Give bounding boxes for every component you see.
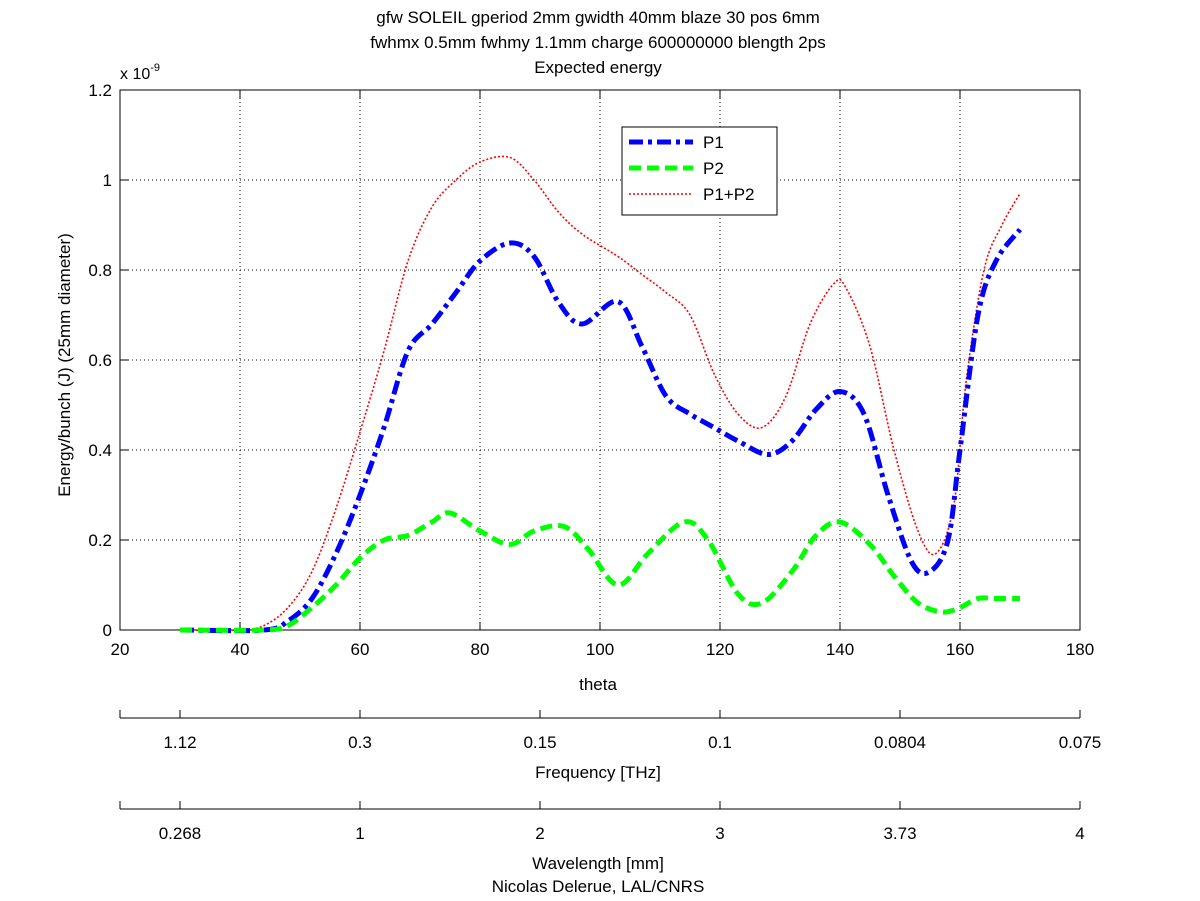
x-tick-label-2: 60 [351,640,370,659]
legend-label-p2: P2 [703,159,724,178]
y-tick-label-0: 0 [103,621,112,640]
x-tick-label-1: 40 [231,640,250,659]
legend-label-p1-p2: P1+P2 [703,185,755,204]
y-axis: 0 0.2 0.4 0.6 0.8 1 1.2 [88,81,1080,640]
series-line-p1-p2 [179,155,1021,632]
frequency-tick-label-5: 0.075 [1059,733,1102,752]
x-tick-label-6: 140 [826,640,854,659]
title-line-3: Expected energy [534,58,662,77]
title-line-2: fwhmx 0.5mm fwhmy 1.1mm charge 600000000… [370,33,825,52]
x-tick-label-0: 20 [111,640,130,659]
grid [120,90,1080,630]
y-tick-label-2: 0.4 [88,441,112,460]
y-tick-label-4: 0.8 [88,261,112,280]
frequency-tick-label-4: 0.0804 [874,733,926,752]
legend-label-p1: P1 [703,133,724,152]
y-exponent-label: x 10-9 [120,62,160,83]
wavelength-tick-label-1: 1 [355,824,364,843]
y-tick-label-3: 0.6 [88,351,112,370]
legend: P1 P2 P1+P2 [621,126,778,216]
chart-title: gfw SOLEIL gperiod 2mm gwidth 40mm blaze… [370,8,825,77]
wavelength-tick-label-5: 4 [1075,824,1084,843]
x-axis-label: theta [579,675,617,694]
credit: Nicolas Delerue, LAL/CNRS [492,877,705,896]
series-group [179,155,1022,634]
x-tick-label-5: 120 [706,640,734,659]
secondary-axes: 1.12 0.3 0.15 0.1 0.0804 0.075 Frequency [THz]… [119,710,1102,873]
series-line-p1 [179,227,1022,634]
x-axis: 20 40 60 80 100 120 140 160 180 [111,90,1094,659]
wavelength-tick-label-3: 3 [715,824,724,843]
wavelength-tick-label-2: 2 [535,824,544,843]
x-tick-label-4: 100 [586,640,614,659]
wavelength-axis-label: Wavelength [mm] [532,854,664,873]
y-tick-label-1: 0.2 [88,531,112,550]
frequency-tick-label-1: 0.3 [348,733,372,752]
x-tick-label-3: 80 [471,640,490,659]
frequency-axis-label: Frequency [THz] [535,763,661,782]
y-tick-label-6: 1.2 [88,81,112,100]
y-tick-label-5: 1 [103,171,112,190]
wavelength-tick-label-0: 0.268 [159,824,202,843]
y-axis-label: Energy/bunch (J) (25mm diameter) [55,233,74,497]
frequency-tick-label-3: 0.1 [708,733,732,752]
frequency-tick-label-2: 0.15 [523,733,556,752]
legend-box [621,126,778,216]
x-tick-label-7: 160 [946,640,974,659]
series-line-p2 [179,510,1020,633]
frequency-tick-label-0: 1.12 [163,733,196,752]
title-line-1: gfw SOLEIL gperiod 2mm gwidth 40mm blaze… [376,8,819,27]
wavelength-tick-label-4: 3.73 [883,824,916,843]
x-tick-label-8: 180 [1066,640,1094,659]
